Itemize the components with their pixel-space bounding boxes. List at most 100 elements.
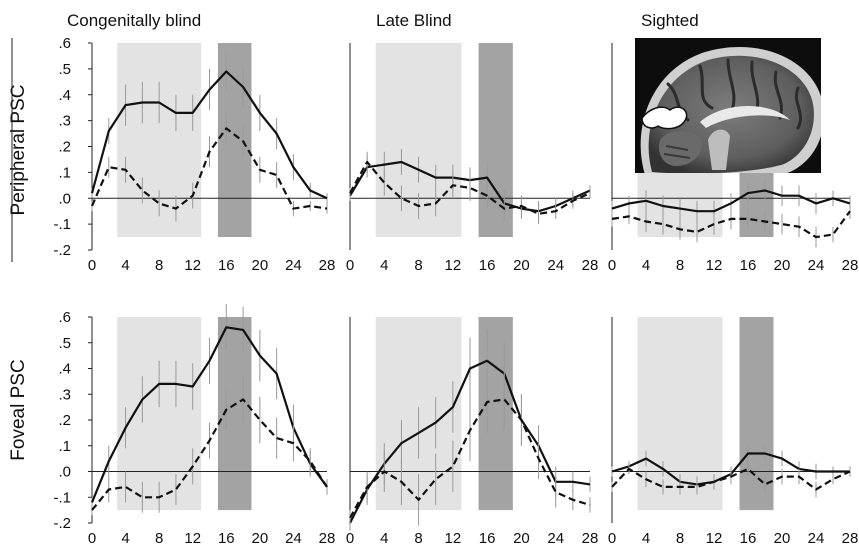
- series-dashed: [90, 112, 328, 222]
- x-tick-label: 20: [252, 257, 269, 274]
- series-line-solid: [90, 326, 328, 503]
- x-tick-label: 0: [346, 257, 354, 274]
- x-tick-label: 20: [252, 530, 269, 547]
- row-label-peripheral: Peripheral PSC: [8, 85, 29, 216]
- x-tick-label: 24: [547, 530, 564, 547]
- x-tick-label: 24: [547, 257, 564, 274]
- x-tick-label: 16: [479, 530, 496, 547]
- series-line-dashed: [349, 160, 591, 215]
- y-tick-label: .4: [58, 361, 71, 378]
- stimulus-band-dark: [217, 43, 252, 238]
- row-label-foveal: Foveal PSC: [8, 359, 29, 460]
- x-tick-label: 4: [380, 530, 388, 547]
- stimulus-band-light: [117, 317, 202, 511]
- y-tick-label: .5: [58, 335, 71, 352]
- inset-cerebellum-folia: [663, 145, 691, 159]
- x-tick-label: 12: [184, 530, 201, 547]
- x-tick-label: 16: [218, 530, 235, 547]
- x-tick-label: 28: [582, 530, 599, 547]
- series-line-dashed: [611, 467, 851, 491]
- x-tick-label: 24: [808, 530, 825, 547]
- x-tick-label: 16: [479, 257, 496, 274]
- column-title-congenitally-blind: Congenitally blind: [67, 11, 201, 30]
- x-tick-label: 28: [842, 530, 859, 547]
- y-tick-label: .0: [58, 190, 71, 207]
- x-tick-label: 28: [319, 530, 336, 547]
- foveal-sighted-panel: 0 4 8 12 16 20 24 28: [608, 317, 859, 547]
- foveal-late-blind-panel: 0 4 8 12 16 20 24 28: [346, 317, 599, 547]
- column-title-sighted: Sighted: [641, 11, 699, 30]
- x-tick-label: 0: [346, 530, 354, 547]
- x-tick-label: 24: [285, 257, 302, 274]
- x-tick-label: 4: [121, 530, 129, 547]
- inset-roi: [641, 106, 688, 130]
- series-line-solid: [90, 70, 328, 200]
- series-dashed: [91, 376, 328, 516]
- inset-corpus-callosum: [700, 105, 790, 128]
- y-tick-label: .6: [58, 309, 71, 326]
- series-line-dashed: [611, 210, 851, 239]
- series-solid: [90, 53, 328, 204]
- series-line-dashed: [90, 127, 328, 210]
- y-tick-label: .0: [58, 464, 71, 481]
- inset-sulci: [666, 58, 803, 130]
- y-tick-label: -.2: [53, 242, 71, 259]
- x-tick-label: 12: [445, 530, 462, 547]
- y-tick-label: .3: [58, 386, 71, 403]
- x-tick-label: 28: [319, 257, 336, 274]
- series-line-dashed: [91, 398, 328, 511]
- stimulus-band-dark: [739, 317, 774, 511]
- x-tick-label: 12: [706, 530, 723, 547]
- x-tick-label: 28: [582, 257, 599, 274]
- column-title-late-blind: Late Blind: [376, 11, 452, 30]
- x-tick-label: 8: [155, 530, 163, 547]
- y-tick-label: .1: [58, 438, 71, 455]
- series-line-dashed: [349, 398, 591, 519]
- y-tick-label: .2: [58, 412, 71, 429]
- x-tick-label: 0: [608, 257, 616, 274]
- x-tick-label: 0: [608, 530, 616, 547]
- stimulus-band-dark: [478, 43, 513, 238]
- x-tick-label: 0: [88, 530, 96, 547]
- y-tick-label: -.1: [53, 489, 71, 506]
- x-tick-label: 12: [184, 257, 201, 274]
- x-tick-label: 4: [380, 257, 388, 274]
- x-tick-label: 12: [445, 257, 462, 274]
- peripheral-late-blind-panel: 0 4 8 12 16 20 24 28: [346, 43, 599, 274]
- series-dashed: [349, 151, 591, 225]
- x-tick-label: 8: [155, 257, 163, 274]
- y-tick-label: .4: [58, 87, 71, 104]
- foveal-congenitally-blind-panel: .6 .5 .4 .3 .2 .1 .0 -.1 -.2 0 4 8 12 16 20 24 28: [53, 304, 335, 547]
- y-tick-label: -.1: [53, 216, 71, 233]
- stimulus-band-dark: [217, 317, 252, 511]
- brain-mri-inset: [635, 38, 821, 173]
- series-dashed: [611, 461, 851, 498]
- y-tick-label: .6: [58, 35, 71, 52]
- x-tick-label: 28: [842, 257, 859, 274]
- y-tick-label: .2: [58, 139, 71, 156]
- x-tick-label: 8: [414, 257, 422, 274]
- stimulus-band-dark: [478, 317, 513, 511]
- series-line-solid: [349, 359, 591, 524]
- x-tick-label: 12: [706, 257, 723, 274]
- x-tick-label: 20: [513, 257, 530, 274]
- x-tick-label: 20: [513, 530, 530, 547]
- x-tick-label: 4: [642, 257, 650, 274]
- x-tick-label: 20: [774, 530, 791, 547]
- x-tick-label: 20: [774, 257, 791, 274]
- x-tick-label: 16: [740, 257, 757, 274]
- y-tick-label: .3: [58, 113, 71, 130]
- x-tick-label: 8: [676, 257, 684, 274]
- series-line-solid: [611, 189, 851, 213]
- y-tick-label: .5: [58, 61, 71, 78]
- x-tick-label: 16: [218, 257, 235, 274]
- series-dashed: [349, 368, 591, 526]
- x-tick-label: 24: [285, 530, 302, 547]
- peripheral-congenitally-blind-panel: .6 .5 .4 .3 .2 .1 .0 -.1 -.2 0 4 8 12 16 20 24 28: [53, 35, 335, 274]
- x-tick-label: 16: [740, 530, 757, 547]
- x-tick-label: 8: [414, 530, 422, 547]
- inset-brainstem: [708, 129, 730, 170]
- series-dashed: [611, 203, 851, 248]
- y-tick-label: -.2: [53, 515, 71, 532]
